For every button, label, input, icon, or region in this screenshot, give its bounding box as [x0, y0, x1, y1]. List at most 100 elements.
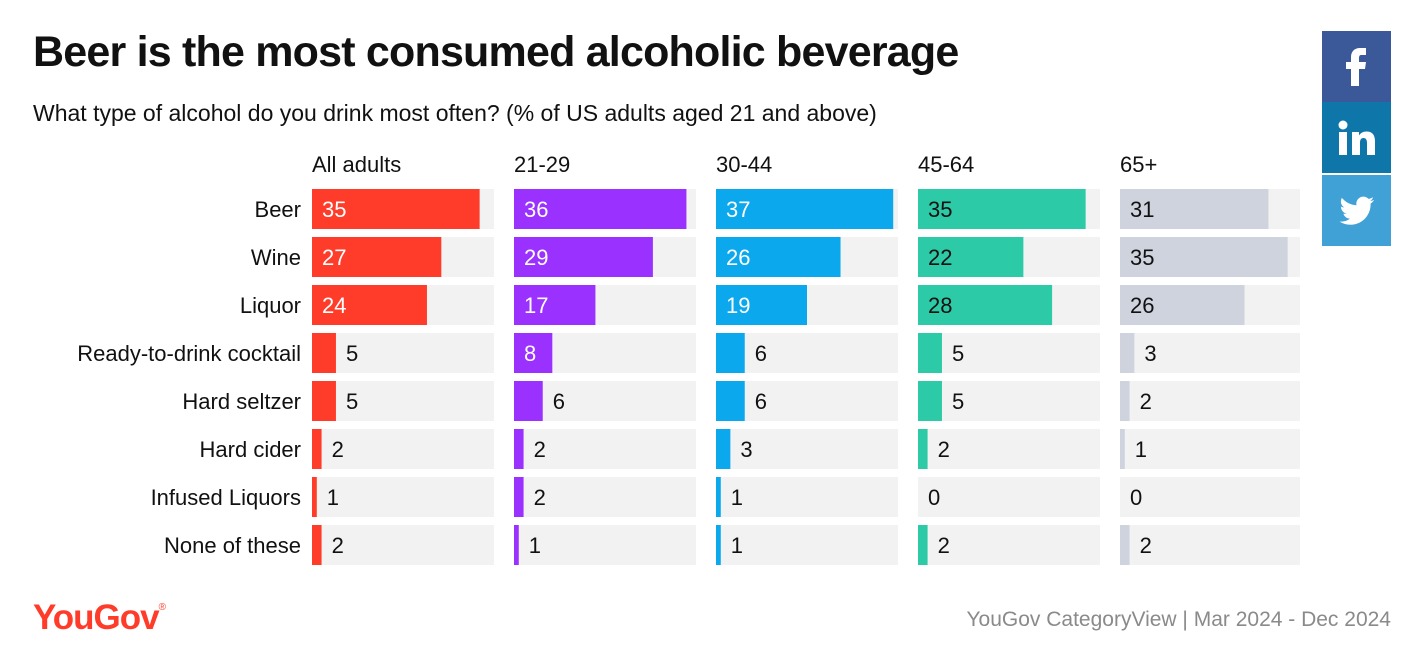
bar: [1120, 429, 1125, 469]
bar: [918, 189, 1086, 229]
bar: [312, 189, 480, 229]
bar: [918, 381, 942, 421]
data-label: 36: [524, 197, 548, 222]
data-label: 5: [346, 389, 358, 414]
bar: [716, 477, 721, 517]
bar: [716, 429, 731, 469]
twitter-share-button[interactable]: [1322, 175, 1391, 246]
data-label: 2: [534, 485, 546, 510]
data-label: 24: [322, 293, 346, 318]
data-label: 0: [1130, 485, 1142, 510]
bar-track: [716, 381, 898, 421]
bar: [1120, 525, 1130, 565]
bar: [514, 237, 653, 277]
bar-track: [312, 381, 494, 421]
bar-track: [1120, 525, 1300, 565]
data-label: 2: [938, 437, 950, 462]
data-label: 35: [1130, 245, 1154, 270]
bar: [716, 525, 721, 565]
data-label: 5: [346, 341, 358, 366]
data-label: 2: [332, 533, 344, 558]
data-label: 6: [755, 389, 767, 414]
bar: [514, 189, 687, 229]
bar: [514, 381, 543, 421]
bar: [1120, 333, 1135, 373]
category-label: Liquor: [240, 293, 301, 318]
data-label: 31: [1130, 197, 1154, 222]
bar: [1120, 237, 1288, 277]
data-label: 3: [1144, 341, 1156, 366]
data-label: 2: [1140, 389, 1152, 414]
data-label: 1: [731, 533, 743, 558]
bar: [918, 525, 928, 565]
bar: [514, 525, 519, 565]
bar: [312, 237, 442, 277]
bar: [514, 477, 524, 517]
data-label: 27: [322, 245, 346, 270]
category-label: Infused Liquors: [151, 485, 301, 510]
bar-track: [716, 429, 898, 469]
category-label: Beer: [255, 197, 301, 222]
bar-track: [312, 477, 494, 517]
data-label: 26: [726, 245, 750, 270]
data-label: 19: [726, 293, 750, 318]
bar: [918, 237, 1024, 277]
category-label: Hard seltzer: [182, 389, 301, 414]
data-label: 2: [938, 533, 950, 558]
data-label: 26: [1130, 293, 1154, 318]
data-label: 1: [1135, 437, 1147, 462]
facebook-share-button[interactable]: [1322, 31, 1391, 102]
series-header: 30-44: [716, 152, 772, 177]
data-label: 2: [332, 437, 344, 462]
data-label: 35: [928, 197, 952, 222]
bar: [1120, 189, 1269, 229]
bar: [312, 525, 322, 565]
bar-track: [918, 333, 1100, 373]
data-label: 35: [322, 197, 346, 222]
bar: [514, 333, 553, 373]
bar-track: [716, 525, 898, 565]
data-label: 22: [928, 245, 952, 270]
twitter-icon: [1339, 196, 1374, 225]
bar: [716, 333, 745, 373]
linkedin-share-button[interactable]: [1322, 102, 1391, 173]
bar: [514, 429, 524, 469]
bar: [1120, 285, 1245, 325]
source-note: YouGov CategoryView | Mar 2024 - Dec 202…: [966, 608, 1391, 631]
data-label: 5: [952, 341, 964, 366]
bar-track: [716, 477, 898, 517]
chart-title: Beer is the most consumed alcoholic beve…: [33, 28, 959, 76]
bar: [716, 381, 745, 421]
data-label: 17: [524, 293, 548, 318]
bar-track: [514, 525, 696, 565]
bar-track: [1120, 381, 1300, 421]
bar-track: [514, 381, 696, 421]
category-label: Wine: [251, 245, 301, 270]
bar: [716, 285, 807, 325]
bar-track: [514, 477, 696, 517]
data-label: 0: [928, 485, 940, 510]
category-label: Hard cider: [200, 437, 301, 462]
data-label: 6: [755, 341, 767, 366]
yougov-logo[interactable]: YouGov®: [33, 598, 166, 637]
bar: [312, 381, 336, 421]
bar-chart: Beer Wine Liquor Ready-to-drink cocktail Har…: [77, 152, 1300, 565]
bar-track: [918, 381, 1100, 421]
bar: [918, 333, 942, 373]
bar: [716, 237, 841, 277]
series-header: 21-29: [514, 152, 570, 177]
series-header: 45-64: [918, 152, 974, 177]
bar-track: [1120, 477, 1300, 517]
data-label: 3: [740, 437, 752, 462]
bar: [716, 189, 894, 229]
series-header: All adults: [312, 152, 401, 177]
bar-track: [716, 333, 898, 373]
category-label: Ready-to-drink cocktail: [77, 341, 301, 366]
bar: [312, 477, 317, 517]
data-label: 1: [327, 485, 339, 510]
bar: [514, 285, 596, 325]
data-label: 8: [524, 341, 536, 366]
chart-subtitle: What type of alcohol do you drink most o…: [33, 100, 877, 126]
series-header: 65+: [1120, 152, 1157, 177]
data-label: 2: [1140, 533, 1152, 558]
